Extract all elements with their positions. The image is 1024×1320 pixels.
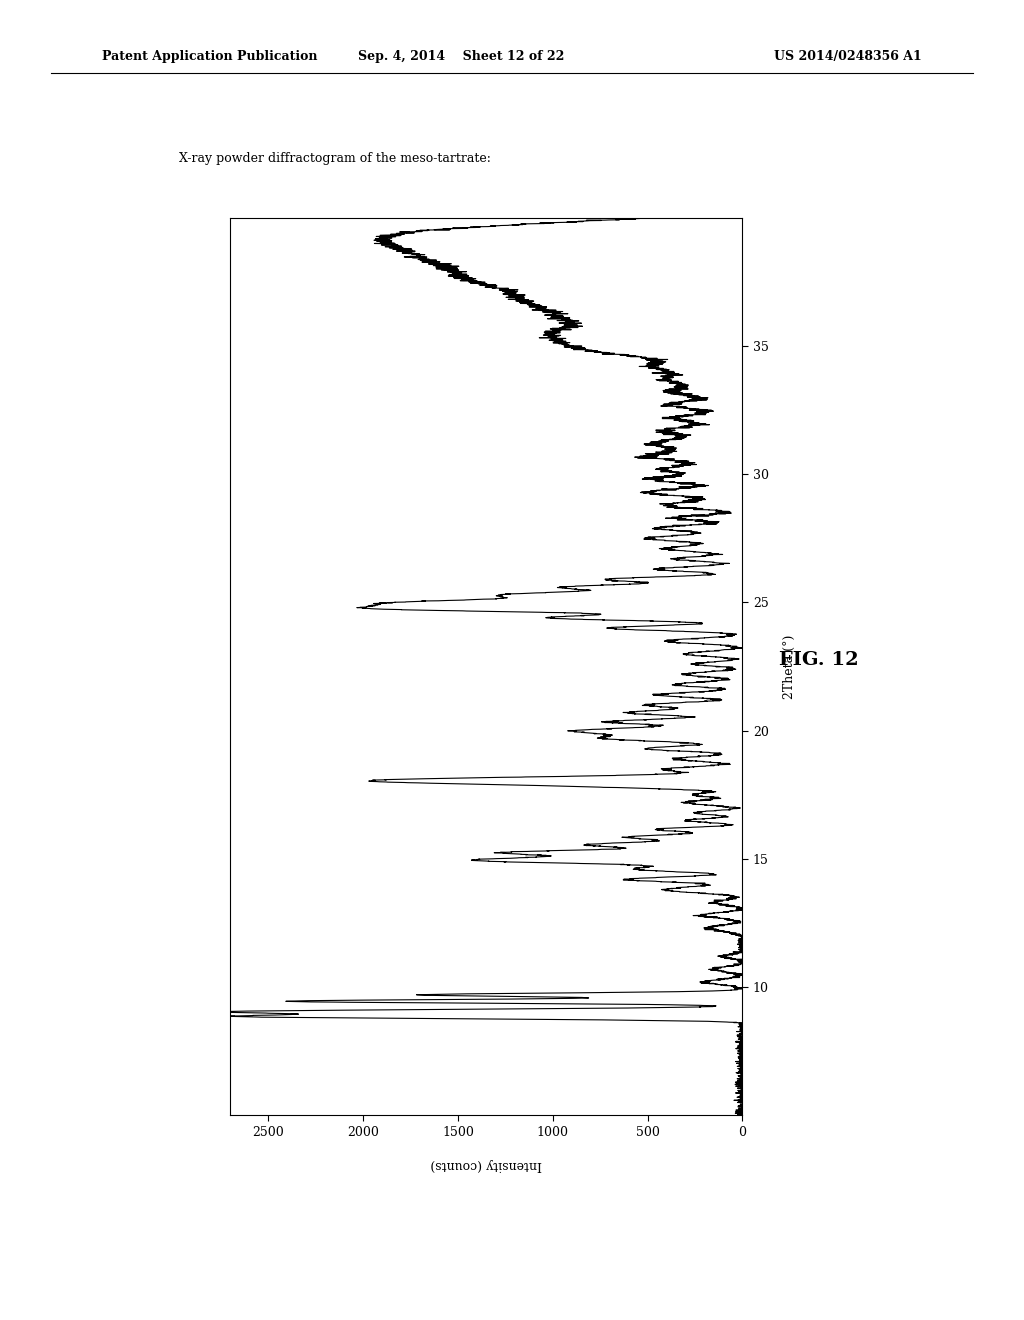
- X-axis label: Intensity (counts): Intensity (counts): [430, 1158, 543, 1171]
- Text: US 2014/0248356 A1: US 2014/0248356 A1: [774, 50, 922, 63]
- Text: X-ray powder diffractogram of the meso-tartrate:: X-ray powder diffractogram of the meso-t…: [179, 152, 492, 165]
- Y-axis label: 2Theta (°): 2Theta (°): [782, 635, 796, 698]
- Text: Patent Application Publication: Patent Application Publication: [102, 50, 317, 63]
- Text: FIG. 12: FIG. 12: [779, 651, 859, 669]
- Text: Sep. 4, 2014    Sheet 12 of 22: Sep. 4, 2014 Sheet 12 of 22: [357, 50, 564, 63]
